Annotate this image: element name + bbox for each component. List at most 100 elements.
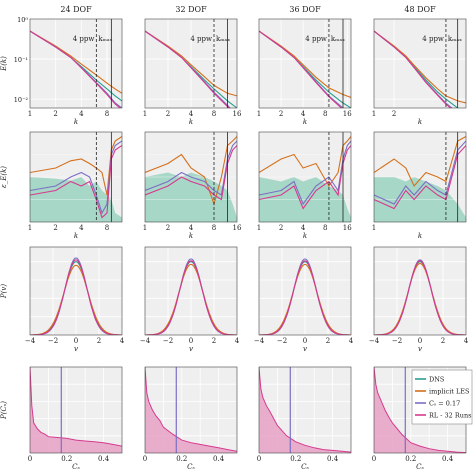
error-line-rl: [374, 145, 466, 210]
annotation-4ppw: 4 ppw: [305, 35, 327, 43]
panel-border: [373, 246, 467, 336]
x-axis-label: Cₛ: [301, 463, 309, 471]
pdf-curve-rl: [374, 260, 466, 335]
panel-border: [258, 18, 352, 109]
x-axis-label: v: [303, 345, 307, 353]
x-tick-label: 0.4: [98, 455, 110, 463]
legend-label-smagorinsky: Cₛ = 0.17: [429, 400, 460, 408]
x-tick-label: 0.2: [290, 455, 301, 463]
x-tick-label: 0.2: [61, 455, 72, 463]
panel-border: [29, 366, 123, 454]
x-tick-label: 2: [392, 110, 396, 118]
annotation-4ppw: 4 ppw: [422, 35, 444, 43]
spectrum-line-rl: [259, 30, 343, 108]
x-tick-label: 4: [79, 224, 84, 232]
x-axis-label: k: [189, 118, 193, 126]
x-tick-label: 2: [279, 110, 283, 118]
panel-border: [373, 131, 467, 223]
panel-border: [258, 131, 352, 223]
y-axis-label: ε_E(k): [0, 166, 8, 188]
x-tick-label: 1: [257, 110, 261, 118]
x-axis-label: k: [74, 118, 78, 126]
rl-cs-fill: [145, 367, 237, 453]
panel-border: [144, 18, 238, 109]
pdf-curve-rl: [30, 259, 122, 335]
x-tick-label: 0: [418, 337, 422, 345]
x-tick-label: 4: [120, 337, 125, 345]
pdf-curve-implicit_les: [374, 262, 466, 335]
x-tick-label: 2: [212, 337, 216, 345]
x-axis-label: Cₛ: [72, 463, 80, 471]
x-tick-label: 1: [372, 224, 376, 232]
panel-border: [144, 366, 238, 454]
x-tick-label: 2: [166, 110, 170, 118]
x-tick-label: 16: [233, 224, 242, 232]
x-tick-label: 2: [97, 337, 101, 345]
panel-border: [258, 246, 352, 336]
x-tick-label: 1: [28, 110, 32, 118]
x-tick-label: −2: [48, 337, 58, 345]
error-line-smagorinsky: [259, 140, 351, 206]
x-axis-label: k: [189, 232, 193, 240]
spectrum-line-implicit_les: [259, 30, 351, 99]
column-header: 36 DOF: [289, 5, 321, 14]
y-tick-label: 10⁰: [17, 16, 28, 24]
error-line-implicit_les: [374, 136, 466, 188]
panel-border: [373, 18, 467, 109]
y-tick-label: 10⁻¹: [14, 56, 29, 64]
x-tick-label: −4: [140, 337, 151, 345]
x-tick-label: −4: [369, 337, 380, 345]
column-header: 48 DOF: [404, 5, 436, 14]
panel-border: [29, 18, 123, 109]
annotation-kmax: kₘₐₓ: [448, 35, 462, 43]
x-tick-label: −2: [163, 337, 173, 345]
column-header: 32 DOF: [175, 5, 207, 14]
x-tick-label: 1: [28, 224, 32, 232]
spectrum-line-implicit_les: [374, 30, 466, 104]
panel-border: [144, 131, 238, 223]
x-tick-label: 0.2: [405, 455, 416, 463]
y-axis-label: E(k): [0, 56, 8, 72]
x-axis-label: k: [303, 118, 307, 126]
panel-background: [374, 19, 466, 108]
x-tick-label: 4: [301, 224, 306, 232]
error-line-smagorinsky: [374, 140, 466, 205]
pdf-curve-rl: [259, 260, 351, 335]
x-tick-label: 0: [303, 337, 307, 345]
x-tick-label: 16: [233, 110, 242, 118]
x-tick-label: 16: [343, 110, 352, 118]
x-tick-label: 4: [79, 110, 84, 118]
x-tick-label: 2: [53, 224, 57, 232]
x-tick-label: 0.2: [176, 455, 187, 463]
x-tick-label: 0.4: [442, 455, 454, 463]
annotation-kmax: kₘₐₓ: [331, 35, 345, 43]
x-tick-label: 4: [189, 110, 194, 118]
x-tick-label: 1: [143, 224, 147, 232]
x-tick-label: 0: [28, 455, 32, 463]
x-tick-label: 8: [323, 224, 327, 232]
pdf-curve-implicit_les: [145, 263, 237, 335]
x-axis-label: k: [418, 232, 422, 240]
error-line-rl: [145, 145, 237, 201]
panel-border: [29, 246, 123, 336]
x-tick-label: −4: [254, 337, 265, 345]
annotation-kmax: kₘₐₓ: [98, 35, 112, 43]
x-tick-label: 8: [105, 110, 109, 118]
spectrum-line-rl: [30, 30, 121, 108]
rl-cs-fill: [374, 367, 466, 453]
annotation-4ppw: 4 ppw: [73, 35, 95, 43]
x-tick-label: 4: [464, 337, 469, 345]
error-line-implicit_les: [259, 136, 351, 188]
rl-cs-line: [30, 367, 122, 447]
x-axis-label: v: [74, 345, 78, 353]
x-tick-label: 2: [326, 337, 330, 345]
x-tick-label: 0: [143, 455, 147, 463]
x-tick-label: 0.4: [327, 455, 339, 463]
x-tick-label: 0: [372, 455, 376, 463]
rl-cs-fill: [259, 367, 351, 453]
x-axis-label: Cₛ: [187, 463, 195, 471]
x-axis-label: k: [303, 232, 307, 240]
spectrum-line-rl: [374, 30, 452, 108]
x-tick-label: 0: [189, 337, 193, 345]
